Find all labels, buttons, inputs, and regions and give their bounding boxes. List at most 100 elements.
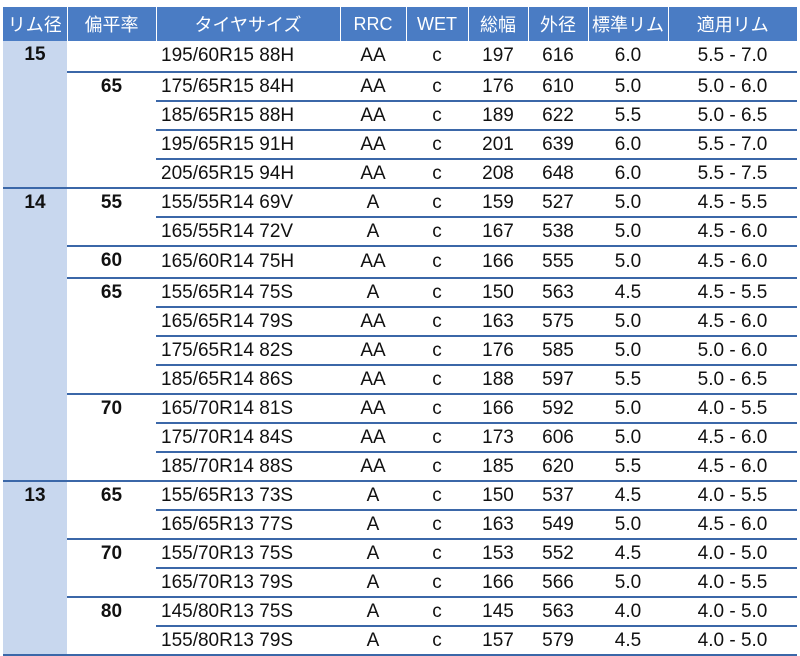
header-row: リム径 偏平率 タイヤサイズ RRC WET 総幅 外径 標準リム 適用リム xyxy=(3,7,797,41)
wet-cell: c xyxy=(406,423,468,453)
total-width-cell: 153 xyxy=(468,539,528,569)
total-width-cell: 185 xyxy=(468,452,528,482)
standard-rim-cell: 4.5 xyxy=(588,626,668,656)
table-row: 175/65R14 82S AA c 176 585 5.0 5.0 - 6.0 xyxy=(3,336,797,366)
table-row: 185/65R15 88H AA c 189 622 5.5 5.0 - 6.5 xyxy=(3,101,797,131)
table-row: 60 165/60R14 75H AA c 166 555 5.0 4.5 - 6.0 xyxy=(3,246,797,279)
tire-size-cell: 205/65R15 94H xyxy=(156,159,340,189)
applicable-rim-cell: 5.0 - 6.5 xyxy=(668,101,797,131)
standard-rim-cell: 4.0 xyxy=(588,597,668,627)
table-row: 195/65R15 91H AA c 201 639 6.0 5.5 - 7.0 xyxy=(3,130,797,160)
total-width-cell: 176 xyxy=(468,72,528,102)
total-width-cell: 201 xyxy=(468,130,528,160)
wet-cell: c xyxy=(406,217,468,247)
tire-size-cell: 155/80R13 79S xyxy=(156,626,340,656)
rim-diameter-cell: 13 xyxy=(3,481,67,656)
outer-diameter-cell: 552 xyxy=(528,539,588,569)
rrc-cell: A xyxy=(340,278,406,308)
table-row: 175/70R14 84S AA c 173 606 5.0 4.5 - 6.0 xyxy=(3,423,797,453)
tire-size-cell: 175/65R14 82S xyxy=(156,336,340,366)
tire-size-cell: 165/70R13 79S xyxy=(156,568,340,598)
table-row: 165/65R14 79S AA c 163 575 5.0 4.5 - 6.0 xyxy=(3,307,797,337)
outer-diameter-cell: 620 xyxy=(528,452,588,482)
tire-size-cell: 155/70R13 75S xyxy=(156,539,340,569)
outer-diameter-cell: 575 xyxy=(528,307,588,337)
standard-rim-cell: 5.0 xyxy=(588,394,668,424)
wet-cell: c xyxy=(406,278,468,308)
total-width-cell: 189 xyxy=(468,101,528,131)
wet-cell: c xyxy=(406,246,468,279)
total-width-cell: 166 xyxy=(468,568,528,598)
wet-cell: c xyxy=(406,159,468,189)
total-width-cell: 173 xyxy=(468,423,528,453)
rrc-cell: AA xyxy=(340,307,406,337)
standard-rim-cell: 6.0 xyxy=(588,130,668,160)
tire-size-cell: 165/70R14 81S xyxy=(156,394,340,424)
rrc-cell: AA xyxy=(340,394,406,424)
outer-diameter-cell: 597 xyxy=(528,365,588,395)
total-width-cell: 145 xyxy=(468,597,528,627)
rrc-cell: AA xyxy=(340,365,406,395)
rrc-cell: AA xyxy=(340,130,406,160)
wet-cell: c xyxy=(406,130,468,160)
rrc-cell: A xyxy=(340,626,406,656)
aspect-ratio-cell: 65 xyxy=(67,72,156,189)
rim-diameter-cell: 15 xyxy=(3,41,67,189)
header-aspect-ratio: 偏平率 xyxy=(67,7,157,41)
standard-rim-cell: 5.0 xyxy=(588,188,668,218)
wet-cell: c xyxy=(406,365,468,395)
applicable-rim-cell: 4.5 - 6.0 xyxy=(668,423,797,453)
rrc-cell: AA xyxy=(340,159,406,189)
wet-cell: c xyxy=(406,188,468,218)
wet-cell: c xyxy=(406,307,468,337)
standard-rim-cell: 5.0 xyxy=(588,72,668,102)
table-row: 15 195/60R15 88H AA c 197 616 6.0 5.5 - 7.0 xyxy=(3,41,797,189)
header-standard-rim: 標準リム xyxy=(588,7,669,41)
wet-cell: c xyxy=(406,539,468,569)
header-tire-size: タイヤサイズ xyxy=(156,7,341,41)
standard-rim-cell: 5.0 xyxy=(588,568,668,598)
rrc-cell: AA xyxy=(340,336,406,366)
tire-size-cell: 195/65R15 91H xyxy=(156,130,340,160)
total-width-cell: 163 xyxy=(468,510,528,540)
tire-size-cell: 185/70R14 88S xyxy=(156,452,340,482)
standard-rim-cell: 4.5 xyxy=(588,539,668,569)
table-row: 65 175/65R15 84H AA c 176 610 5.0 5.0 - 6.0 xyxy=(3,72,797,189)
outer-diameter-cell: 616 xyxy=(528,41,588,73)
wet-cell: c xyxy=(406,568,468,598)
tire-size-cell: 175/65R15 84H xyxy=(156,72,340,102)
wet-cell: c xyxy=(406,452,468,482)
rrc-cell: AA xyxy=(340,72,406,102)
standard-rim-cell: 5.0 xyxy=(588,510,668,540)
applicable-rim-cell: 4.5 - 5.5 xyxy=(668,278,797,308)
wet-cell: c xyxy=(406,597,468,627)
outer-diameter-cell: 538 xyxy=(528,217,588,247)
applicable-rim-cell: 4.5 - 6.0 xyxy=(668,307,797,337)
tire-size-cell: 185/65R15 88H xyxy=(156,101,340,131)
applicable-rim-cell: 4.0 - 5.5 xyxy=(668,481,797,511)
aspect-ratio-cell xyxy=(67,41,156,73)
aspect-ratio-cell: 55 xyxy=(67,188,156,247)
total-width-cell: 166 xyxy=(468,246,528,279)
applicable-rim-cell: 5.0 - 6.0 xyxy=(668,336,797,366)
tire-size-cell: 165/55R14 72V xyxy=(156,217,340,247)
standard-rim-cell: 5.5 xyxy=(588,101,668,131)
rrc-cell: A xyxy=(340,510,406,540)
outer-diameter-cell: 592 xyxy=(528,394,588,424)
applicable-rim-cell: 4.5 - 5.5 xyxy=(668,188,797,218)
table-row: 205/65R15 94H AA c 208 648 6.0 5.5 - 7.5 xyxy=(3,159,797,189)
applicable-rim-cell: 4.5 - 6.0 xyxy=(668,452,797,482)
standard-rim-cell: 4.5 xyxy=(588,278,668,308)
header-wet: WET xyxy=(406,7,469,41)
rrc-cell: A xyxy=(340,188,406,218)
total-width-cell: 163 xyxy=(468,307,528,337)
total-width-cell: 176 xyxy=(468,336,528,366)
outer-diameter-cell: 549 xyxy=(528,510,588,540)
standard-rim-cell: 5.5 xyxy=(588,365,668,395)
wet-cell: c xyxy=(406,72,468,102)
total-width-cell: 150 xyxy=(468,481,528,511)
